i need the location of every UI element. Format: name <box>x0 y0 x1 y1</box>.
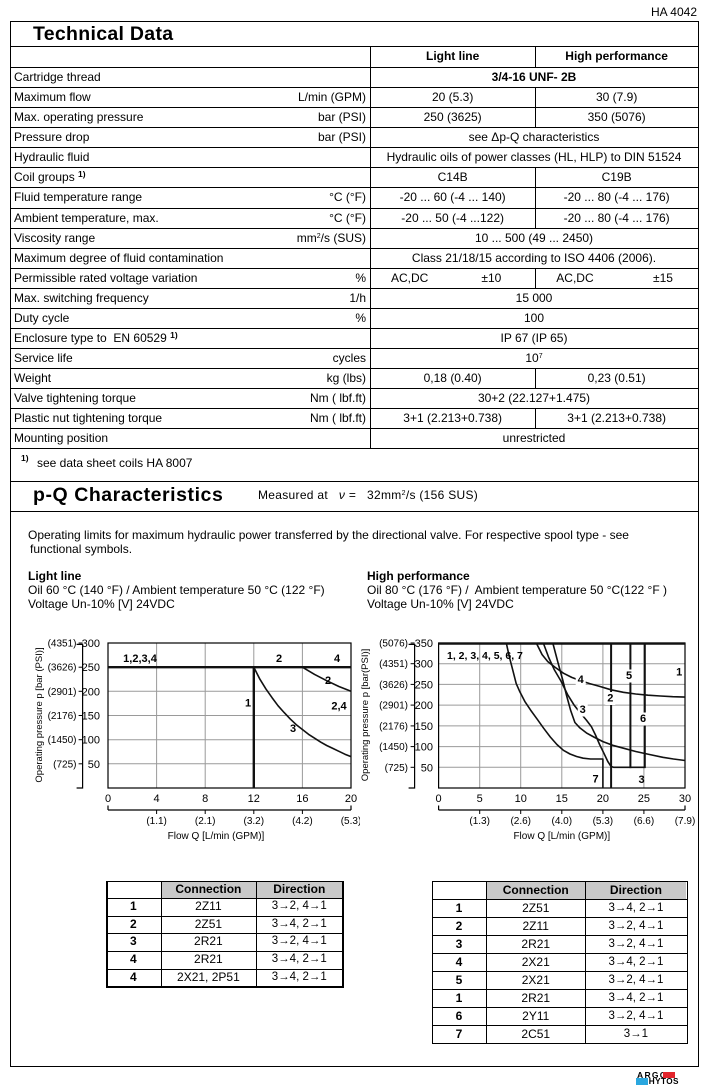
svg-text:50: 50 <box>88 759 100 771</box>
svg-text:(725): (725) <box>385 763 408 774</box>
svg-text:2: 2 <box>607 693 613 705</box>
svg-text:5: 5 <box>626 670 632 682</box>
svg-text:1: 1 <box>245 698 251 710</box>
svg-text:6: 6 <box>640 713 646 725</box>
svg-text:1: 1 <box>676 667 682 679</box>
svg-text:200: 200 <box>82 686 100 698</box>
svg-text:(6.6): (6.6) <box>634 816 655 827</box>
svg-text:(3626): (3626) <box>48 663 77 674</box>
svg-text:(725): (725) <box>53 759 76 770</box>
svg-text:1, 2, 3, 4, 5, 6, 7: 1, 2, 3, 4, 5, 6, 7 <box>447 650 523 662</box>
svg-text:3: 3 <box>638 774 644 786</box>
svg-text:(4.2): (4.2) <box>292 816 313 827</box>
svg-text:4: 4 <box>578 674 585 686</box>
svg-text:4: 4 <box>334 653 341 665</box>
svg-text:(2.1): (2.1) <box>195 816 216 827</box>
svg-text:(7.9): (7.9) <box>675 816 696 827</box>
svg-text:(4351): (4351) <box>379 659 408 670</box>
svg-text:Operating pressure p [bar(PSI): Operating pressure p [bar(PSI)] <box>360 649 371 782</box>
svg-text:(5076): (5076) <box>379 639 408 650</box>
svg-text:15: 15 <box>556 793 568 805</box>
svg-text:30: 30 <box>679 793 691 805</box>
svg-text:(1.3): (1.3) <box>469 816 490 827</box>
svg-text:100: 100 <box>82 735 100 747</box>
svg-text:16: 16 <box>296 793 308 805</box>
svg-text:1,2,3,4: 1,2,3,4 <box>123 653 158 665</box>
svg-text:20: 20 <box>597 793 609 805</box>
svg-text:200: 200 <box>415 700 433 712</box>
svg-text:300: 300 <box>415 659 433 671</box>
svg-text:(3.2): (3.2) <box>244 816 265 827</box>
svg-text:250: 250 <box>415 679 433 691</box>
svg-text:3: 3 <box>290 723 296 735</box>
svg-text:250: 250 <box>82 662 100 674</box>
svg-text:(1450): (1450) <box>379 742 408 753</box>
svg-text:25: 25 <box>638 793 650 805</box>
svg-text:7: 7 <box>592 774 598 786</box>
svg-text:Flow Q [L/min (GPM)]: Flow Q [L/min (GPM)] <box>168 831 265 842</box>
svg-text:(2.6): (2.6) <box>510 816 531 827</box>
svg-text:3: 3 <box>580 704 586 716</box>
svg-text:(3626): (3626) <box>379 680 408 691</box>
svg-text:350: 350 <box>415 638 433 650</box>
svg-text:0: 0 <box>105 793 111 805</box>
svg-text:Flow Q [L/min (GPM)]: Flow Q [L/min (GPM)] <box>513 831 610 842</box>
svg-text:(1.1): (1.1) <box>146 816 167 827</box>
svg-text:4: 4 <box>154 793 160 805</box>
svg-text:0: 0 <box>436 793 442 805</box>
svg-text:(1450): (1450) <box>48 735 77 746</box>
svg-text:(5.3): (5.3) <box>341 816 360 827</box>
svg-text:100: 100 <box>415 742 433 754</box>
svg-text:50: 50 <box>421 762 433 774</box>
svg-text:300: 300 <box>82 638 100 650</box>
svg-text:(5.3): (5.3) <box>593 816 614 827</box>
svg-text:2: 2 <box>276 653 282 665</box>
svg-text:2,4: 2,4 <box>331 701 347 713</box>
svg-text:(4351): (4351) <box>48 639 77 650</box>
svg-text:(2901): (2901) <box>379 701 408 712</box>
svg-text:(2176): (2176) <box>48 711 77 722</box>
svg-text:(4.0): (4.0) <box>552 816 573 827</box>
svg-text:10: 10 <box>515 793 527 805</box>
svg-text:2: 2 <box>325 675 331 687</box>
svg-text:Operating pressure p [bar (PSI: Operating pressure p [bar (PSI)] <box>34 647 45 782</box>
svg-text:150: 150 <box>82 711 100 723</box>
svg-text:150: 150 <box>415 721 433 733</box>
svg-text:20: 20 <box>345 793 357 805</box>
svg-text:(2176): (2176) <box>379 721 408 732</box>
svg-text:8: 8 <box>202 793 208 805</box>
svg-text:(2901): (2901) <box>48 687 77 698</box>
svg-text:5: 5 <box>477 793 483 805</box>
svg-text:12: 12 <box>248 793 260 805</box>
